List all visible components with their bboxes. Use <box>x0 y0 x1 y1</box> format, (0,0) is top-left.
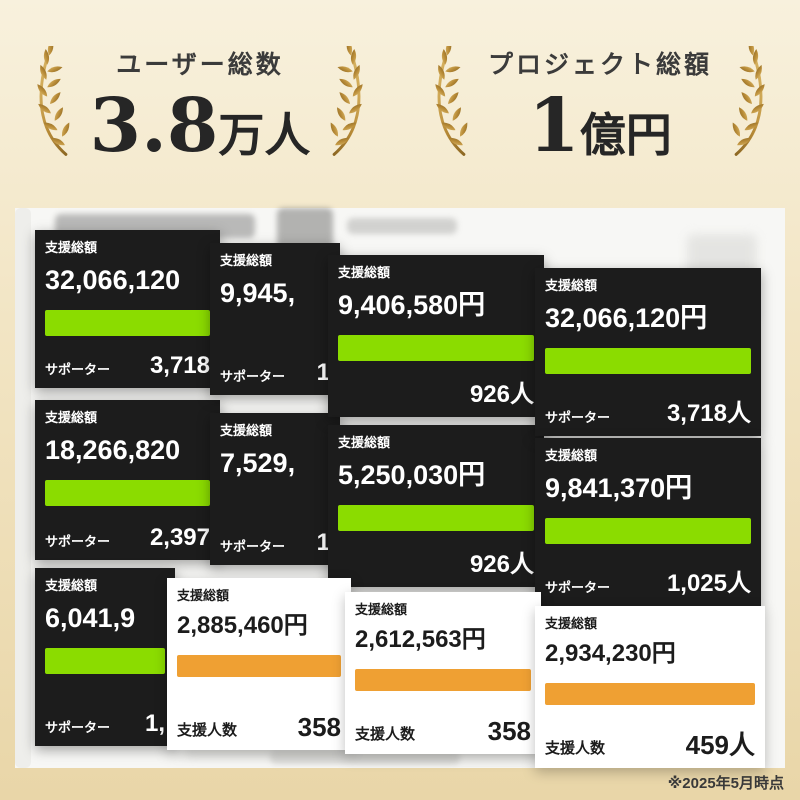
card-bottom-row: サポーター 3,718人 <box>545 392 751 426</box>
card-bottom-row: サポーター 1, <box>45 702 165 736</box>
card-amount-label: 支援総額 <box>338 435 391 450</box>
stat-card-11: 支援総額 2,612,563円支援人数 358 <box>345 592 541 754</box>
stat-card-6: 支援総額 7,529, サポーター 1 <box>210 413 340 565</box>
supporter-label: サポーター <box>220 369 286 384</box>
card-amount-value: 18,266,820 <box>45 435 181 465</box>
background-blur-column <box>15 208 31 768</box>
card-amount-value: 32,066,120円 <box>545 303 708 333</box>
card-amount-label: 支援総額 <box>220 423 273 438</box>
supporter-label: サポーター <box>545 580 611 595</box>
progress-bar <box>45 310 210 337</box>
card-bottom-row: 支援人数 358 <box>355 708 531 744</box>
supporter-label: 支援人数 <box>355 726 416 743</box>
supporter-label: サポーター <box>45 720 111 735</box>
supporter-label: サポーター <box>545 410 611 425</box>
background-blur-text <box>347 218 457 234</box>
supporter-label: サポーター <box>45 534 111 549</box>
laurel-left-icon <box>433 46 470 156</box>
stat-total-amount: プロジェクト総額 1億円 <box>400 0 800 208</box>
supporter-label: 支援人数 <box>545 740 606 757</box>
supporter-count: 459人 <box>685 730 755 760</box>
card-amount-value: 32,066,120 <box>45 265 181 295</box>
stat-card-9: 支援総額 6,041,9 サポーター 1, <box>35 568 175 746</box>
supporter-count: 3,718人 <box>666 400 751 427</box>
card-amount-value: 2,934,230円 <box>545 640 676 667</box>
supporter-count: 358 <box>487 716 531 746</box>
laurel-left-icon <box>35 46 72 156</box>
laurel-right-icon <box>730 46 767 156</box>
card-amount-label: 支援総額 <box>545 448 598 463</box>
supporter-count: 926人 <box>469 551 534 578</box>
card-amount-label: 支援総額 <box>545 278 598 293</box>
supporter-count: 926人 <box>469 381 534 408</box>
card-amount-value: 7,529, <box>220 448 296 478</box>
progress-bar <box>545 682 755 705</box>
amount-label: プロジェクト総額 <box>487 51 712 79</box>
supporter-label: サポーター <box>45 362 111 377</box>
progress-bar <box>545 518 751 545</box>
card-bottom-row: サポーター 2,397 <box>45 516 210 550</box>
stat-card-12: 支援総額 2,934,230円支援人数 459人 <box>535 606 765 768</box>
card-amount-label: 支援総額 <box>45 240 98 255</box>
card-amount-label: 支援総額 <box>338 265 391 280</box>
card-bottom-row: 支援人数 358 <box>177 704 341 740</box>
card-amount-value: 6,041,9 <box>45 603 136 633</box>
card-amount-label: 支援総額 <box>355 602 408 617</box>
card-amount-value: 9,841,370円 <box>545 473 693 503</box>
amount-value: 1億円 <box>528 83 672 169</box>
card-amount-label: 支援総額 <box>545 616 598 631</box>
card-amount-label: 支援総額 <box>45 410 98 425</box>
card-amount-label: 支援総額 <box>220 253 273 268</box>
supporter-count: 1 <box>316 359 330 386</box>
progress-bar <box>355 668 531 691</box>
card-bottom-row: 926人 <box>338 543 534 577</box>
card-bottom-row: サポーター 1,025人 <box>545 562 751 596</box>
users-value: 3.8万人 <box>89 83 311 169</box>
progress-bar <box>177 654 341 677</box>
stat-card-1: 支援総額 32,066,120 サポーター 3,718 <box>35 230 220 388</box>
card-amount-value: 9,406,580円 <box>338 290 486 320</box>
supporter-count: 1,025人 <box>666 570 751 597</box>
card-bottom-row: 926人 <box>338 373 534 407</box>
stat-total-users: ユーザー総数 3.8万人 <box>0 0 400 208</box>
card-amount-label: 支援総額 <box>45 578 98 593</box>
card-bottom-row: サポーター 1 <box>220 351 330 385</box>
supporter-label: サポーター <box>220 539 286 554</box>
supporter-count: 1 <box>316 529 330 556</box>
users-label: ユーザー総数 <box>116 51 284 79</box>
card-amount-value: 2,612,563円 <box>355 626 486 653</box>
top-banner: ユーザー総数 3.8万人 <box>0 0 800 208</box>
stat-card-3: 支援総額 9,406,580円 926人 <box>328 255 544 417</box>
supporter-count: 3,718 <box>149 352 210 379</box>
card-bottom-row: サポーター 1 <box>220 521 330 555</box>
stat-card-8: 支援総額 9,841,370円サポーター 1,025人 <box>535 438 761 606</box>
card-amount-label: 支援総額 <box>177 588 230 603</box>
stat-card-10: 支援総額 2,885,460円支援人数 358 <box>167 578 351 750</box>
footnote: ※2025年5月時点 <box>667 775 784 792</box>
card-amount-value: 2,885,460円 <box>177 612 308 639</box>
supporter-label: 支援人数 <box>177 722 238 739</box>
supporter-count: 358 <box>297 712 341 742</box>
progress-bar <box>338 505 534 532</box>
progress-bar <box>45 480 210 507</box>
stat-card-2: 支援総額 9,945, サポーター 1 <box>210 243 340 395</box>
laurel-right-icon <box>328 46 365 156</box>
card-amount-value: 5,250,030円 <box>338 460 486 490</box>
supporter-count: 1, <box>144 710 165 737</box>
card-bottom-row: サポーター 3,718 <box>45 344 210 378</box>
supporter-count: 2,397 <box>149 524 210 551</box>
progress-bar <box>545 348 751 375</box>
progress-bar <box>338 335 534 362</box>
card-amount-value: 9,945, <box>220 278 296 308</box>
stat-card-7: 支援総額 5,250,030円 926人 <box>328 425 544 587</box>
stat-card-5: 支援総額 18,266,820 サポーター 2,397 <box>35 400 220 560</box>
stat-card-4: 支援総額 32,066,120円サポーター 3,718人 <box>535 268 761 436</box>
card-bottom-row: 支援人数 459人 <box>545 722 755 758</box>
progress-bar <box>45 648 165 675</box>
